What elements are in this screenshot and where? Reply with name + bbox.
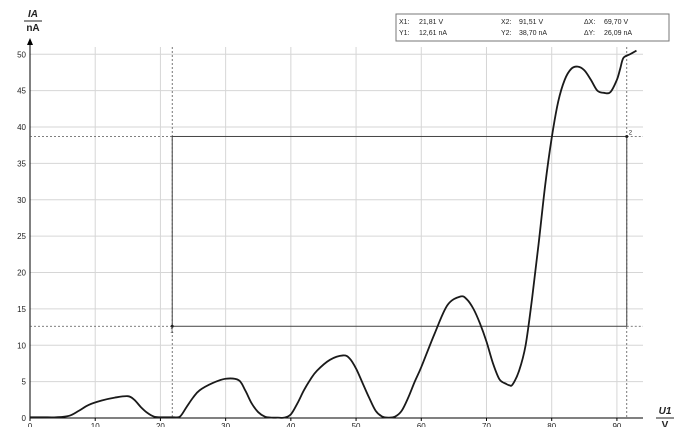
readout-x1-value: 21,81 V	[419, 19, 443, 26]
y-tick-label: 50	[17, 50, 26, 59]
measurement-rectangle	[171, 135, 628, 327]
readout-y2-label: Y2:	[501, 30, 512, 37]
y-axis-unit: nA	[26, 23, 39, 34]
y-axis-label: IA	[28, 9, 38, 20]
cursor-readout-box: X1: 21,81 V Y1: 12,61 nA X2: 91,51 V Y2:…	[395, 13, 670, 42]
x-tick-label: 20	[156, 422, 165, 427]
y-tick-labels: 0 5 10 15 20 25 30 35 40 45 50	[17, 50, 26, 423]
readout-dx-label: ΔX:	[584, 19, 595, 26]
axes	[27, 38, 643, 419]
readout-x2-label: X2:	[501, 19, 512, 26]
x-tick-label: 0	[28, 422, 33, 427]
readout-y1-value: 12,61 nA	[419, 30, 447, 37]
y-tick-label: 0	[22, 414, 27, 423]
x-tick-label: 30	[221, 422, 230, 427]
y-tick-label: 10	[17, 341, 26, 350]
readout-frame	[395, 13, 670, 42]
cursor-1-marker[interactable]	[170, 324, 174, 328]
readout-dy-label: ΔY:	[584, 30, 595, 37]
x-axis-unit: V	[662, 420, 669, 427]
y-tick-label: 45	[17, 87, 26, 96]
y-axis-arrow-icon	[27, 38, 33, 45]
cursor-1-marker-label: 1	[170, 328, 174, 334]
x-axis-label: U1	[659, 406, 672, 417]
measurement-cursors: 12	[30, 47, 643, 418]
y-tick-label: 25	[17, 232, 26, 241]
x-tick-label: 50	[352, 422, 361, 427]
y-tick-label: 5	[22, 378, 27, 387]
x-tick-label: 90	[612, 422, 621, 427]
x-tick-label: 40	[286, 422, 295, 427]
y-tick-label: 35	[17, 159, 26, 168]
readout-y1-label: Y1:	[399, 30, 410, 37]
y-tick-label: 20	[17, 269, 26, 278]
readout-x1-label: X1:	[399, 19, 410, 26]
y-tick-label: 15	[17, 305, 26, 314]
grid	[30, 47, 643, 418]
y-tick-label: 30	[17, 196, 26, 205]
cursor-2-marker-label: 2	[629, 130, 633, 136]
x-tick-label: 70	[482, 422, 491, 427]
x-tick-labels: 0 10 20 30 40 50 60 70 80 90	[28, 418, 622, 427]
x-tick-label: 10	[91, 422, 100, 427]
x-tick-label: 80	[547, 422, 556, 427]
series-line	[29, 49, 637, 419]
readout-y2-value: 38,70 nA	[519, 30, 547, 37]
readout-dx-value: 69,70 V	[604, 19, 628, 26]
readout-x2-value: 91,51 V	[519, 19, 543, 26]
readout-dy-value: 26,09 nA	[604, 30, 632, 37]
cursor-2-marker[interactable]	[625, 134, 629, 138]
y-tick-label: 40	[17, 123, 26, 132]
x-tick-label: 60	[417, 422, 426, 427]
